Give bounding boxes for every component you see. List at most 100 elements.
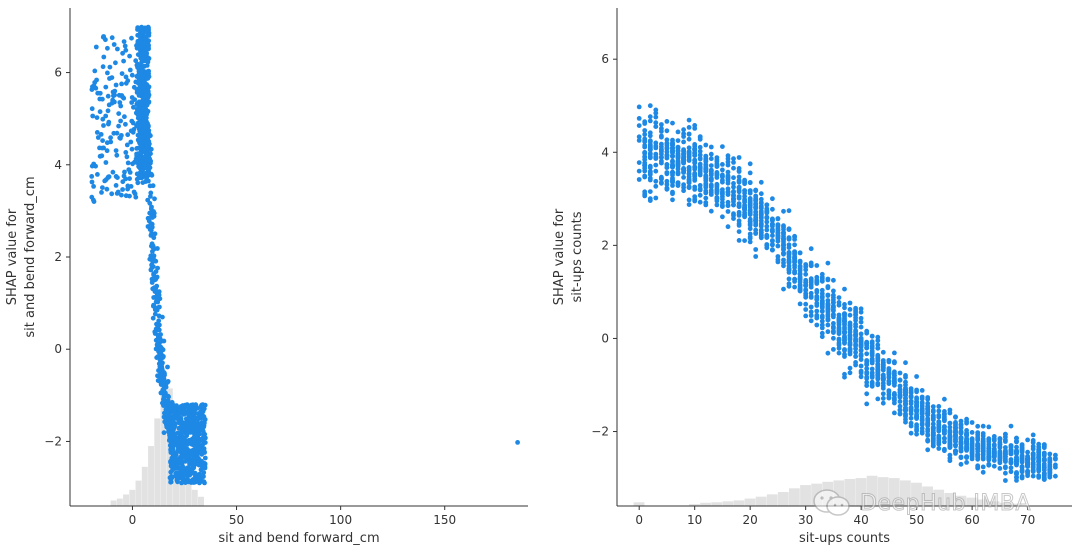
scatter-point — [831, 347, 836, 352]
scatter-point — [781, 208, 786, 214]
scatter-point — [184, 424, 189, 429]
scatter-point — [908, 415, 914, 421]
scatter-point — [797, 250, 803, 256]
scatter-point — [969, 445, 975, 450]
scatter-point — [875, 367, 881, 373]
scatter-point — [869, 366, 875, 372]
scatter-point — [797, 287, 803, 293]
x-tick-label: 70 — [1020, 513, 1035, 527]
scatter-point — [947, 434, 953, 439]
scatter-point — [753, 254, 759, 259]
scatter-point — [991, 463, 997, 469]
scatter-point — [670, 120, 675, 126]
scatter-point — [819, 294, 825, 299]
scatter-point — [146, 38, 152, 44]
scatter-point — [140, 146, 146, 152]
scatter-point — [980, 452, 986, 458]
scatter-point — [642, 165, 648, 171]
scatter-point — [148, 190, 154, 196]
scatter-point — [155, 297, 161, 302]
scatter-point — [156, 292, 162, 298]
scatter-point — [196, 462, 202, 468]
scatter-point — [148, 221, 154, 227]
scatter-point — [858, 315, 864, 321]
scatter-point — [842, 374, 847, 380]
y-tick-label: 0 — [601, 331, 609, 345]
scatter-point — [670, 183, 675, 188]
scatter-point — [194, 432, 199, 438]
histogram-bar — [141, 466, 148, 506]
scatter-point — [825, 350, 831, 356]
scatter-point — [758, 223, 764, 229]
histogram-bar — [110, 500, 117, 506]
scatter-point — [736, 221, 742, 227]
scatter-point — [914, 413, 919, 419]
scatter-point — [95, 172, 100, 177]
scatter-point — [681, 134, 686, 139]
scatter-point — [770, 221, 775, 227]
scatter-point — [138, 36, 143, 42]
scatter-point — [146, 74, 152, 79]
scatter-point — [200, 429, 206, 434]
scatter-point — [958, 418, 964, 424]
scatter-point — [135, 80, 141, 85]
scatter-point — [134, 123, 140, 129]
y-tick-label: 2 — [601, 238, 609, 252]
scatter-point — [182, 452, 187, 458]
scatter-point — [792, 255, 797, 261]
scatter-point — [160, 347, 166, 353]
watermark: DeepHub IMBA — [812, 488, 1031, 518]
scatter-point — [139, 168, 144, 174]
scatter-point — [653, 140, 659, 146]
scatter-point — [190, 470, 196, 476]
scatter-point — [681, 188, 686, 194]
scatter-point — [953, 442, 958, 448]
scatter-point — [980, 445, 986, 450]
scatter-point — [642, 173, 648, 179]
scatter-point — [792, 233, 797, 239]
histogram-bar — [160, 374, 167, 506]
scatter-point — [892, 398, 897, 403]
scatter-point — [165, 364, 170, 370]
scatter-point — [903, 419, 908, 425]
scatter-point — [764, 235, 770, 241]
scatter-point — [814, 263, 820, 268]
scatter-point — [897, 393, 903, 399]
scatter-point — [736, 174, 742, 180]
scatter-point — [847, 335, 853, 341]
scatter-point — [1030, 455, 1036, 461]
scatter-point — [969, 453, 975, 459]
scatter-point — [880, 400, 886, 406]
scatter-point — [914, 422, 919, 428]
scatter-point — [686, 136, 692, 142]
scatter-point — [781, 236, 786, 242]
scatter-point — [119, 71, 125, 76]
scatter-point — [681, 139, 686, 145]
scatter-point — [152, 311, 158, 317]
scatter-point — [725, 203, 731, 208]
scatter-point — [1008, 423, 1014, 429]
scatter-point — [92, 68, 98, 74]
scatter-point — [642, 132, 648, 137]
scatter-point — [908, 423, 914, 429]
scatter-point — [786, 208, 792, 214]
scatter-point — [1053, 473, 1058, 479]
histogram-bar — [888, 478, 900, 506]
scatter-point — [853, 317, 858, 323]
scatter-point — [736, 238, 742, 243]
scatter-point — [107, 76, 112, 81]
scatter-point — [123, 47, 129, 53]
scatter-point — [182, 408, 187, 414]
scatter-point — [178, 444, 183, 450]
scatter-point — [997, 454, 1003, 459]
histogram-bar — [800, 485, 811, 506]
scatter-point — [194, 453, 200, 458]
scatter-point — [736, 155, 742, 160]
scatter-point — [180, 403, 186, 408]
scatter-point — [731, 211, 736, 217]
scatter-point — [953, 421, 958, 426]
scatter-point — [670, 142, 675, 148]
scatter-point — [908, 386, 914, 391]
scatter-point — [154, 274, 160, 280]
